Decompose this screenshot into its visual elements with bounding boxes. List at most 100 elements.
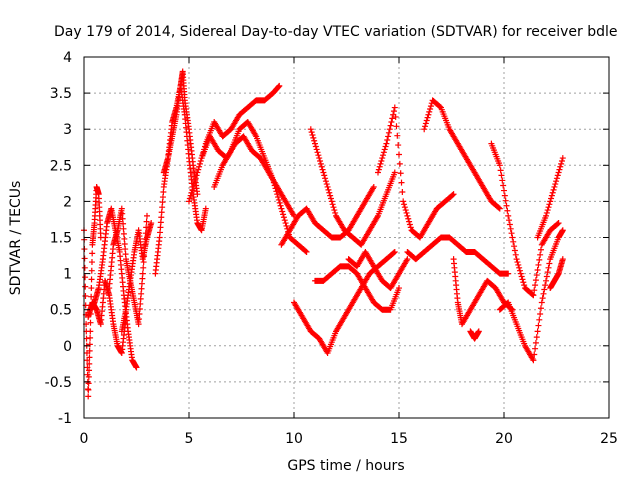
series-arc-o	[345, 248, 411, 292]
data-point	[398, 179, 405, 186]
data-point	[533, 272, 540, 279]
data-point	[322, 178, 329, 185]
data-point	[86, 341, 93, 348]
data-point	[81, 255, 88, 262]
data-point	[475, 328, 482, 335]
data-point	[118, 205, 125, 212]
data-point	[282, 220, 289, 227]
data-point	[280, 211, 287, 218]
data-point	[537, 246, 544, 253]
data-point	[553, 178, 560, 185]
data-point	[159, 204, 166, 211]
data-point	[521, 282, 528, 289]
data-point	[187, 192, 194, 199]
data-point	[383, 140, 390, 147]
data-point	[391, 248, 398, 255]
data-point	[504, 207, 511, 214]
series-arc-q	[421, 97, 503, 212]
data-point	[307, 126, 314, 133]
data-point	[194, 169, 201, 176]
data-point	[88, 285, 95, 292]
data-point	[195, 166, 202, 173]
data-point	[396, 160, 403, 167]
data-point	[389, 115, 396, 122]
y-tick-label: 0	[63, 339, 72, 355]
y-tick-label: -0.5	[45, 375, 72, 391]
data-point	[375, 169, 381, 176]
data-point	[190, 183, 197, 190]
data-point	[538, 299, 545, 306]
data-point	[559, 256, 566, 263]
data-point	[554, 220, 561, 227]
data-point	[553, 175, 560, 182]
data-point	[378, 157, 385, 164]
data-point	[450, 191, 457, 198]
data-point	[537, 305, 544, 312]
data-point	[422, 120, 429, 127]
data-point	[519, 276, 526, 283]
data-point	[534, 266, 541, 273]
data-point	[87, 334, 94, 341]
axes-ticks: 0 5 10 15 20 25 -1 -0.5 0 0.5 1 1.5 2 2.5 3 3.5 4	[45, 50, 618, 447]
data-point	[552, 181, 559, 188]
data-point	[390, 249, 397, 256]
data-point	[160, 189, 167, 196]
data-point	[273, 188, 280, 195]
data-point	[500, 182, 507, 189]
data-point	[157, 219, 164, 226]
data-point	[157, 229, 164, 236]
data-point	[391, 169, 398, 176]
data-point	[159, 194, 166, 201]
data-point	[326, 189, 333, 196]
data-point	[543, 277, 549, 284]
data-point	[315, 152, 322, 159]
data-point	[88, 276, 95, 283]
data-point	[332, 209, 339, 216]
data-point	[135, 321, 142, 328]
data-point	[81, 264, 88, 271]
series-arc-x	[547, 256, 566, 292]
data-point	[497, 167, 504, 174]
data-point	[496, 205, 503, 212]
y-tick-label: 1.5	[50, 231, 72, 247]
data-point	[425, 111, 432, 118]
data-point	[86, 360, 93, 367]
data-point	[399, 189, 406, 196]
data-point	[82, 283, 89, 290]
data-point	[531, 351, 538, 358]
data-point	[88, 259, 95, 266]
data-point	[385, 133, 392, 140]
data-point	[136, 305, 143, 312]
data-point	[157, 224, 164, 231]
data-point	[281, 217, 288, 224]
data-point	[270, 179, 277, 186]
data-point	[449, 191, 456, 198]
data-point	[532, 345, 539, 352]
series-arc-f	[152, 82, 209, 277]
data-point	[202, 205, 209, 212]
data-point	[503, 202, 510, 209]
data-point	[536, 256, 543, 263]
data-point	[496, 162, 503, 169]
data-point	[387, 122, 394, 129]
data-point	[510, 238, 517, 245]
data-point	[156, 234, 163, 241]
series-arc-w	[534, 155, 566, 241]
data-point	[83, 335, 90, 342]
data-point	[325, 186, 332, 193]
data-point	[401, 201, 408, 208]
data-point	[501, 192, 508, 199]
series-arc-n	[312, 263, 402, 313]
series-arc-u	[488, 140, 562, 299]
data-point	[403, 209, 410, 216]
data-point	[144, 212, 150, 219]
data-point	[534, 328, 541, 335]
data-point	[331, 207, 338, 214]
y-tick-label: -1	[58, 411, 72, 427]
data-point	[517, 270, 524, 277]
data-point	[188, 189, 195, 196]
data-point	[88, 267, 95, 274]
data-point	[555, 220, 562, 227]
data-point	[506, 221, 513, 228]
